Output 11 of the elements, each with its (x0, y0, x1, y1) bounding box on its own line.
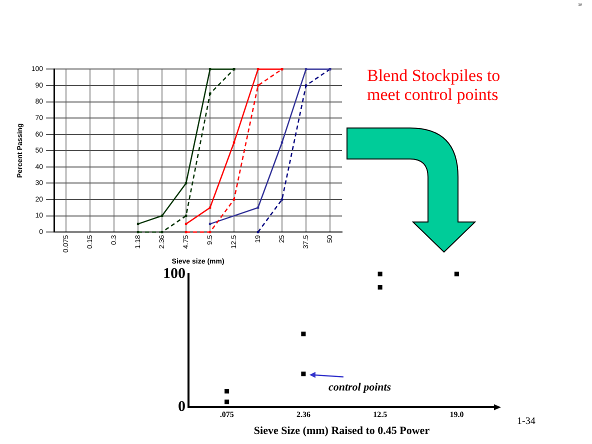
annotation: control points (328, 382, 392, 394)
text: Blend Stockpiles to meet control points (367, 66, 502, 104)
x-tick-label: 19.0 (450, 410, 464, 420)
x-tick-label: 2.36 (296, 410, 310, 420)
x-axis-title: Sieve Size (mm) Raised to 0.45 Power (254, 425, 430, 438)
y-tick-label: 0 (178, 399, 186, 416)
x-tick-label: .075 (220, 410, 234, 420)
text: 1-34 (517, 416, 536, 427)
line-series (256, 68, 332, 234)
y-tick-label: 100 (163, 266, 186, 282)
x-tick-label: 12.5 (373, 410, 388, 420)
